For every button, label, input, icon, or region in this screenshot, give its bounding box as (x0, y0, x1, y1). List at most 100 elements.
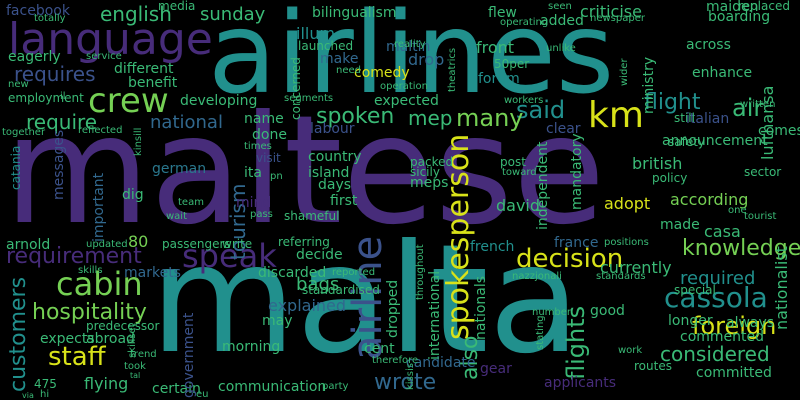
word: team (178, 197, 204, 208)
word: applicants (544, 375, 617, 391)
word: positions (604, 237, 649, 248)
word: trend (130, 349, 157, 360)
word: days (318, 177, 352, 193)
word: illum (296, 24, 336, 43)
word: flight (644, 90, 701, 115)
word: pn (270, 171, 283, 182)
word: wrote (374, 370, 437, 395)
word: il (60, 91, 66, 102)
word: air (732, 94, 764, 122)
word: kissis (405, 363, 416, 390)
word: stating (535, 315, 546, 350)
word: one (728, 205, 747, 216)
word: adopt (604, 194, 651, 213)
word: decide (296, 247, 343, 263)
word: passengers (162, 237, 231, 251)
word: written (740, 99, 776, 110)
word: new (8, 79, 29, 90)
word: maltese (4, 84, 606, 258)
word: considered (660, 342, 770, 366)
word: 475 (34, 377, 57, 391)
word: comes (758, 123, 800, 139)
word: english (100, 2, 172, 26)
word: totally (34, 13, 66, 24)
word: routes (634, 359, 672, 373)
word: committed (696, 365, 772, 381)
word: government (181, 312, 197, 398)
word: done (252, 127, 287, 143)
word: mandatory (569, 133, 585, 210)
word: german (152, 161, 207, 177)
word: mep (408, 106, 453, 130)
word: nationalist (772, 246, 791, 330)
word: spoken (316, 104, 395, 129)
word: predecessor (86, 319, 160, 333)
word: malta (150, 213, 581, 387)
word: eu (196, 389, 209, 400)
word: skills (78, 265, 103, 276)
word: many (456, 104, 524, 132)
word: operation (380, 81, 429, 92)
word: morning (222, 339, 281, 355)
word: referring (278, 235, 330, 249)
word: nazzjonali (512, 271, 562, 282)
word: still (674, 111, 695, 125)
word: drop (408, 50, 445, 69)
word: catania (9, 145, 23, 190)
word: communication (218, 379, 327, 395)
word: language (8, 14, 213, 65)
word: comedy (354, 65, 410, 81)
word: important (91, 172, 107, 242)
word: visit (256, 151, 281, 165)
word: longer (668, 313, 713, 329)
word: benefit (128, 75, 178, 91)
word: added (540, 13, 584, 29)
word: required (680, 268, 756, 289)
word: speak (182, 237, 277, 275)
word: foreign (692, 312, 777, 340)
word: always (726, 315, 775, 331)
word: times (244, 141, 272, 152)
word: special (674, 283, 716, 297)
word: hi (40, 389, 50, 400)
word: together (2, 127, 46, 138)
word: italian (686, 111, 730, 127)
word: service (86, 51, 122, 62)
word: post (500, 155, 526, 169)
word: front (476, 38, 515, 57)
word: decision (516, 244, 624, 274)
word: may (262, 313, 293, 329)
word: tourist (744, 211, 777, 222)
word: meps (410, 175, 449, 191)
word: boarding (708, 9, 771, 25)
word: customers (6, 276, 31, 392)
word: explained (268, 296, 347, 315)
word: eagerly (8, 49, 61, 65)
word: national (150, 112, 223, 133)
word: sicily (410, 165, 440, 179)
word: maltin (386, 39, 431, 55)
word: dropped (385, 279, 401, 338)
word: cabin (56, 265, 143, 303)
word: gear (480, 361, 512, 377)
word: forum (478, 71, 520, 87)
word: island (308, 165, 350, 181)
word: kinsill (133, 127, 144, 156)
word: seen (548, 1, 572, 12)
word: 50per (494, 57, 530, 71)
word: ita (244, 165, 262, 181)
word: dig (122, 187, 144, 203)
word: write (222, 237, 253, 251)
word: employment (8, 91, 84, 105)
word: took (124, 361, 146, 372)
word: enhance (692, 65, 753, 81)
word: certain (152, 381, 201, 397)
word: expects (40, 331, 95, 347)
word: bilingualism (312, 5, 397, 21)
word: french (470, 239, 515, 255)
word: airlines (208, 0, 615, 119)
word: arnold (6, 237, 51, 253)
word: work (618, 345, 643, 356)
word: wider (619, 58, 630, 86)
